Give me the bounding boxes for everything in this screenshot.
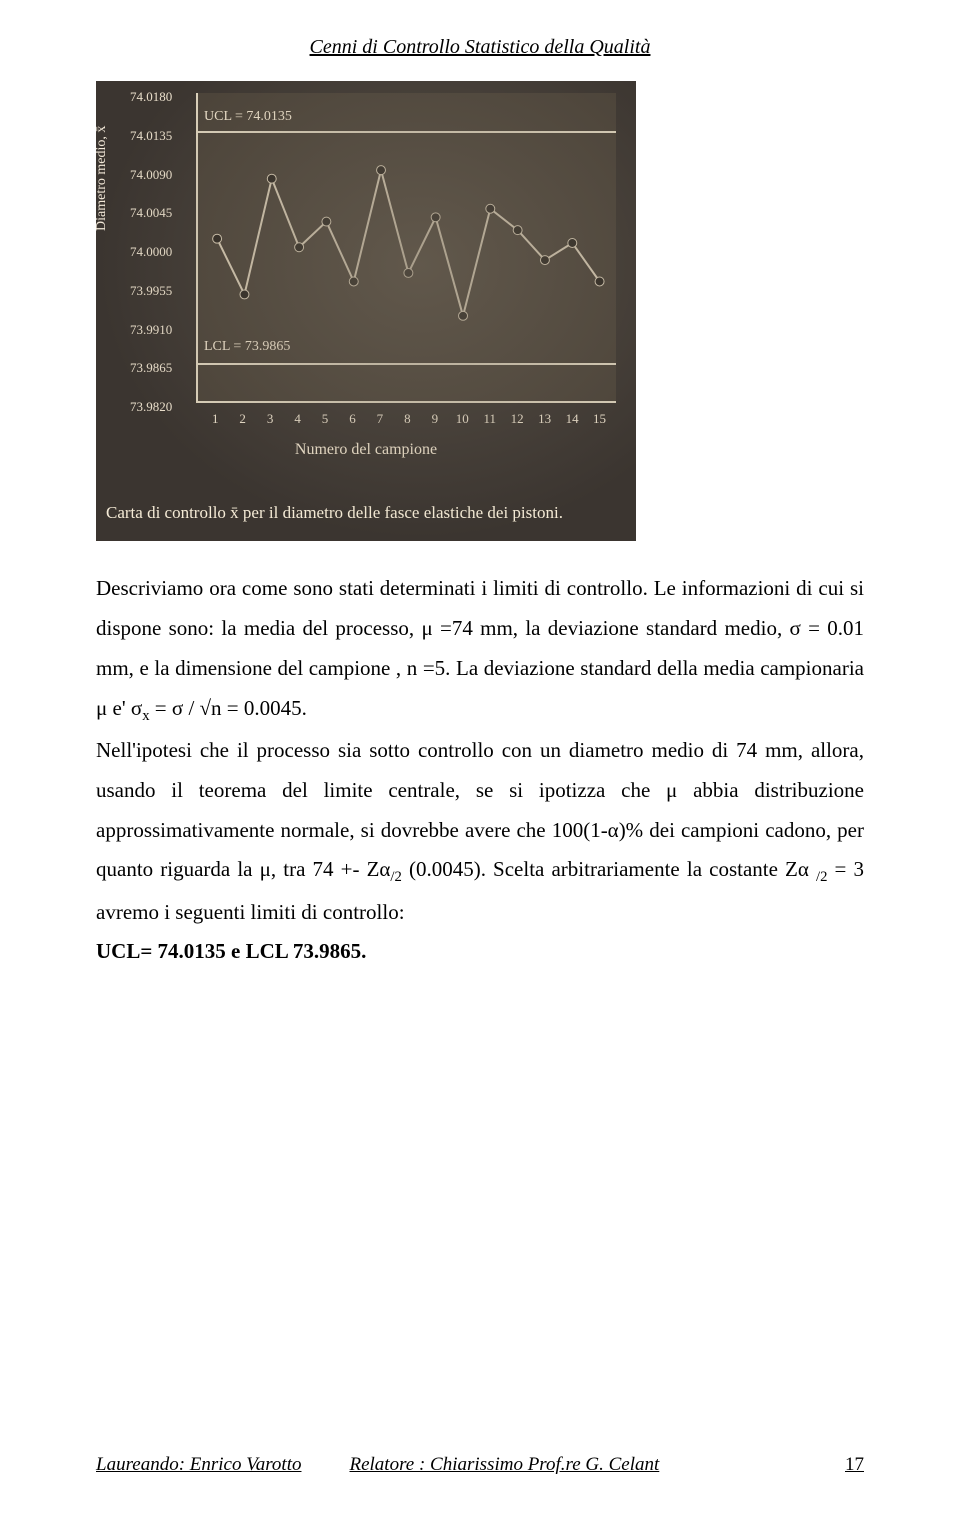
x-tick: 13 — [538, 411, 551, 427]
paragraph-2: Nell'ipotesi che il processo sia sotto c… — [96, 731, 864, 933]
y-tick: 74.0135 — [130, 128, 172, 144]
footer-relatore: Relatore : Chiarissimo Prof.re G. Celant — [349, 1454, 659, 1476]
x-tick: 1 — [212, 411, 219, 427]
y-tick: 73.9910 — [130, 322, 172, 338]
x-tick: 12 — [511, 411, 524, 427]
x-tick: 7 — [377, 411, 384, 427]
x-tick: 8 — [404, 411, 411, 427]
p1-text-b: = σ / √n = 0.0045. — [150, 696, 307, 720]
p2-sub2: /2 — [816, 870, 827, 886]
y-tick: 73.9955 — [130, 283, 172, 299]
y-tick: 74.0180 — [130, 89, 172, 105]
p2-sub1: /2 — [390, 870, 401, 886]
p1-sub: x — [142, 708, 149, 724]
p2-text-b: (0.0045). Scelta arbitrariamente la cost… — [402, 857, 816, 881]
y-tick: 73.9865 — [130, 360, 172, 376]
x-tick: 5 — [322, 411, 329, 427]
body-text: Descriviamo ora come sono stati determin… — [96, 569, 864, 972]
x-tick: 2 — [239, 411, 246, 427]
control-chart-figure: Diametro medio, x̄ 74.0180 74.0135 74.0090… — [96, 81, 636, 541]
x-tick: 9 — [432, 411, 439, 427]
paragraph-3: UCL= 74.0135 e LCL 73.9865. — [96, 932, 864, 972]
x-tick: 14 — [566, 411, 579, 427]
y-axis-label: Diametro medio, x̄ — [96, 126, 110, 231]
footer-laureando: Laureando: Enrico Varotto — [96, 1454, 301, 1476]
footer-page-number: 17 — [845, 1454, 864, 1476]
y-tick: 74.0090 — [130, 167, 172, 183]
x-tick: 3 — [267, 411, 274, 427]
chart-caption: Carta di controllo x̄ per il diametro de… — [106, 503, 626, 523]
chart-line-svg — [198, 93, 616, 402]
y-tick: 73.9820 — [130, 399, 172, 415]
x-tick: 10 — [456, 411, 469, 427]
y-tick: 74.0000 — [130, 244, 172, 260]
x-axis-label: Numero del campione — [96, 441, 636, 459]
ucl-lcl-result: UCL= 74.0135 e LCL 73.9865. — [96, 939, 366, 963]
page-footer: Laureando: Enrico Varotto Relatore : Chi… — [96, 1454, 864, 1476]
paragraph-1: Descriviamo ora come sono stati determin… — [96, 569, 864, 731]
x-tick: 6 — [349, 411, 356, 427]
x-tick: 4 — [294, 411, 301, 427]
x-tick: 11 — [483, 411, 496, 427]
page-header: Cenni di Controllo Statistico della Qual… — [96, 36, 864, 59]
plot-area: UCL = 74.0135 LCL = 73.9865 — [196, 93, 616, 403]
y-tick: 74.0045 — [130, 205, 172, 221]
x-tick: 15 — [593, 411, 606, 427]
